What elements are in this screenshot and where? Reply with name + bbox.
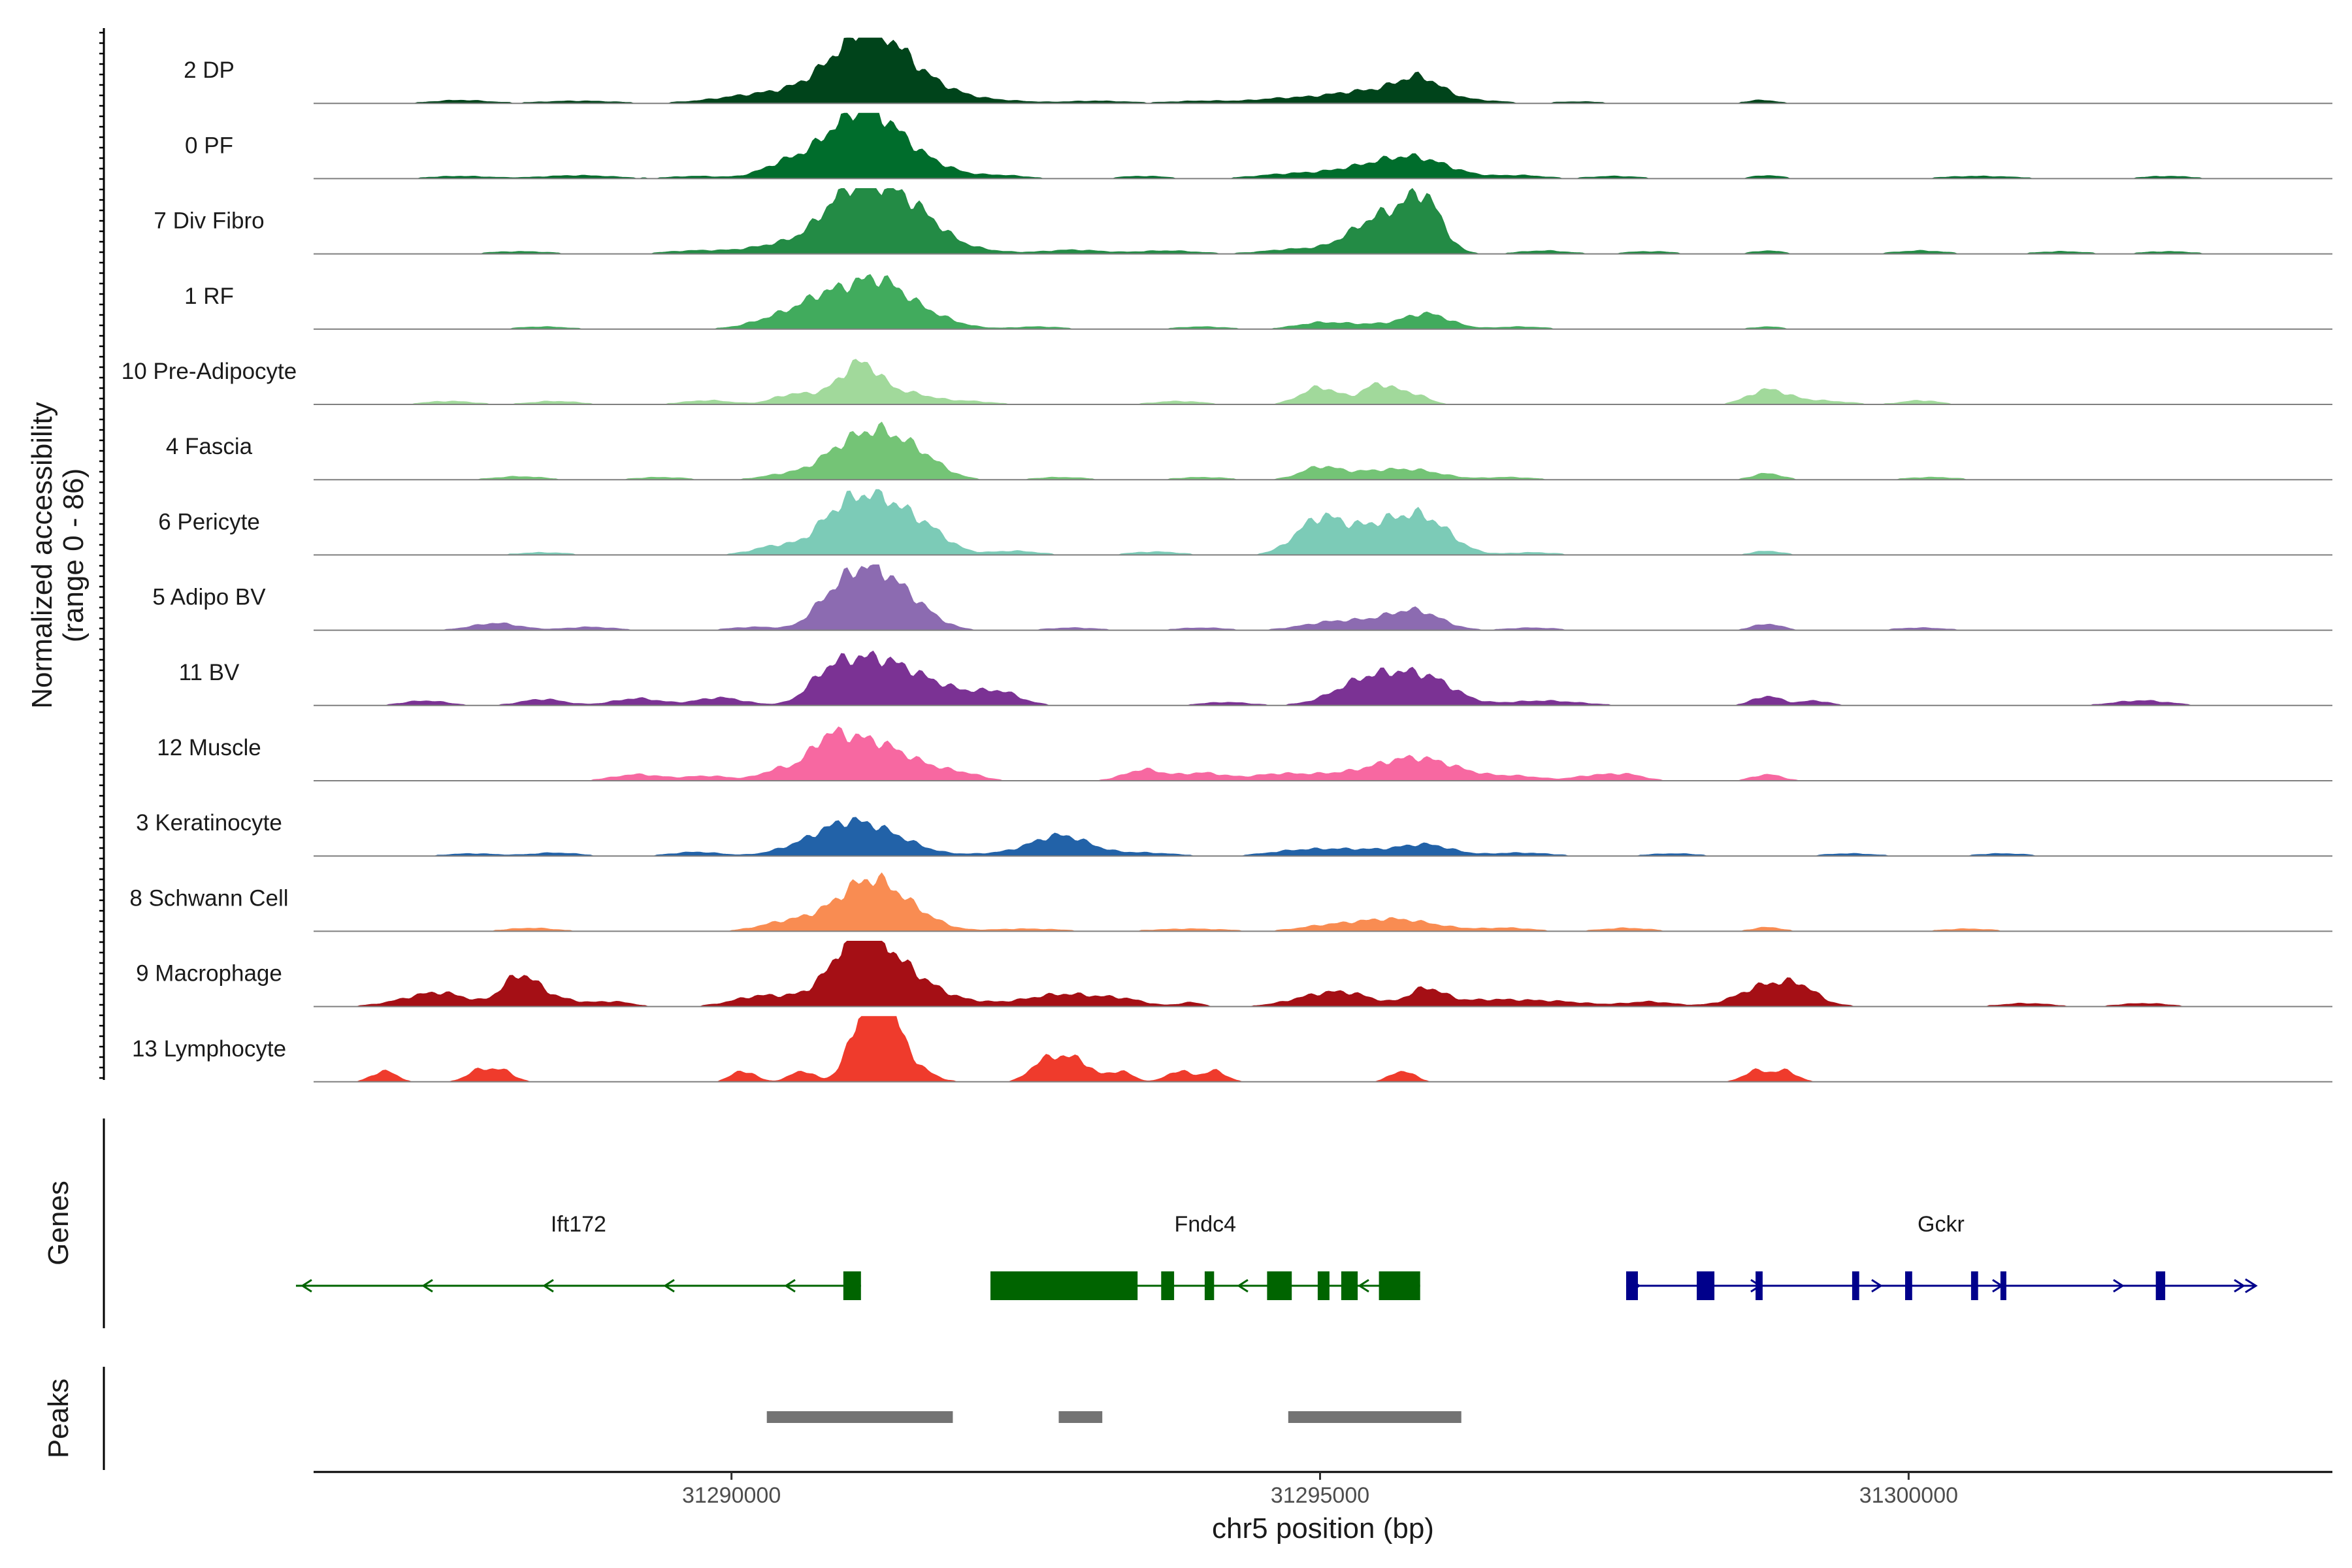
genes-y-axis-label: Genes: [42, 1181, 74, 1266]
coverage-area: [314, 650, 2332, 706]
x-axis: 31290000 31295000 31300000 chr5 position (…: [314, 1471, 2332, 1544]
track-label: 12 Muscle: [157, 735, 261, 760]
coverage-area: [314, 726, 2332, 781]
strand-arrow: [784, 1279, 796, 1293]
exon-block: [1317, 1271, 1330, 1300]
coverage-track: 11 BV: [179, 650, 2332, 706]
coverage-area: [314, 421, 2332, 480]
x-tick-label: 31295000: [1271, 1483, 1369, 1508]
peaks-panel: Peaks: [42, 1367, 1462, 1470]
exon-block: [1267, 1271, 1292, 1300]
coverage-track: 8 Schwann Cell: [129, 872, 2332, 932]
coverage-y-axis-label: Normalized accessibility: [26, 402, 58, 708]
exon-block: [1161, 1271, 1175, 1300]
genes-panel: Genes Ift172 Fndc4 Gckr: [42, 1119, 2258, 1328]
track-label: 5 Adipo BV: [152, 585, 266, 610]
coverage-track: 10 Pre-Adipocyte: [122, 359, 2332, 405]
track-label: 7 Div Fibro: [154, 208, 264, 234]
peaks-y-axis-label: Peaks: [42, 1379, 74, 1458]
coverage-area: [314, 37, 2332, 104]
coverage-track: 7 Div Fibro: [154, 188, 2332, 255]
coverage-area: [314, 1016, 2332, 1083]
exon-block: [1204, 1271, 1215, 1300]
coverage-area: [314, 188, 2332, 255]
coverage-area: [314, 872, 2332, 932]
strand-arrow: [2234, 1279, 2246, 1293]
track-label: 9 Macrophage: [136, 961, 282, 987]
coverage-track: 12 Muscle: [157, 726, 2332, 781]
coverage-track: 4 Fascia: [166, 421, 2332, 481]
exon-block: [1756, 1271, 1763, 1300]
peak-regions: [766, 1411, 1462, 1423]
peak-region: [766, 1411, 953, 1423]
coverage-tracks: 2 DP 0 PF 7 Div Fibro 1 RF 10 Pre-Adipocyte 4…: [122, 37, 2332, 1083]
track-label: 10 Pre-Adipocyte: [122, 359, 297, 384]
track-label: 11 BV: [179, 660, 240, 685]
track-label: 3 Keratinocyte: [136, 810, 282, 836]
coverage-track: 2 DP: [184, 37, 2332, 105]
exon-block: [990, 1271, 1138, 1300]
coverage-area: [314, 564, 2332, 631]
coverage-y-ticks: [99, 31, 104, 1079]
x-axis-label: chr5 position (bp): [1212, 1512, 1434, 1544]
exon-block: [1379, 1271, 1420, 1300]
peak-region: [1288, 1411, 1462, 1423]
peak-region: [1058, 1411, 1103, 1423]
track-label: 2 DP: [184, 57, 235, 83]
coverage-track: 5 Adipo BV: [152, 564, 2332, 631]
exon-block: [843, 1271, 861, 1300]
track-label: 4 Fascia: [166, 434, 253, 459]
coverage-area: [314, 941, 2332, 1007]
coverage-area: [314, 274, 2332, 330]
strand-arrow: [1358, 1279, 1369, 1293]
strand-arrow: [2245, 1278, 2258, 1294]
track-label: 0 PF: [185, 133, 233, 158]
x-tick-label: 31290000: [682, 1483, 781, 1508]
x-axis-ticks: 31290000 31295000 31300000: [682, 1472, 1958, 1508]
strand-arrow: [663, 1279, 675, 1293]
gene-label: Ift172: [551, 1212, 606, 1237]
coverage-area: [314, 112, 2332, 179]
gene-label: Gckr: [1918, 1212, 1965, 1237]
coverage-area: [314, 817, 2332, 857]
coverage-track: 13 Lymphocyte: [132, 1016, 2332, 1083]
exon-block: [1970, 1271, 1978, 1300]
exon-block: [1341, 1271, 1358, 1300]
strand-arrow: [542, 1279, 554, 1293]
gene-model: Fndc4: [990, 1212, 1420, 1300]
strand-arrow: [421, 1279, 433, 1293]
coverage-panel: Normalized accessibility (range 0 - 86) …: [26, 28, 2332, 1083]
x-tick-label: 31300000: [1859, 1483, 1958, 1508]
coverage-track: 0 PF: [185, 112, 2332, 180]
exon-block: [1626, 1271, 1638, 1300]
coverage-area: [314, 489, 2332, 555]
exon-block: [1905, 1271, 1912, 1300]
strand-arrow: [301, 1279, 312, 1293]
gene-label: Fndc4: [1175, 1212, 1237, 1237]
track-label: 6 Pericyte: [158, 509, 260, 534]
coverage-area: [314, 359, 2332, 405]
exon-block: [2000, 1271, 2006, 1300]
coverage-track: 9 Macrophage: [136, 941, 2332, 1007]
exon-block: [1697, 1271, 1715, 1300]
coverage-track: 3 Keratinocyte: [136, 810, 2332, 857]
exon-block: [2155, 1271, 2166, 1300]
coverage-track: 6 Pericyte: [158, 489, 2332, 556]
track-label: 1 RF: [184, 284, 234, 309]
track-label: 8 Schwann Cell: [129, 885, 288, 911]
gene-models: Ift172 Fndc4 Gckr: [295, 1212, 2258, 1300]
strand-arrow: [2113, 1279, 2125, 1293]
track-label: 13 Lymphocyte: [132, 1036, 286, 1062]
coverage-track: 1 RF: [184, 274, 2332, 330]
gene-model: Ift172: [295, 1212, 861, 1300]
gene-model: Gckr: [1625, 1212, 2258, 1300]
coverage-y-axis-range: (range 0 - 86): [57, 468, 90, 643]
strand-arrow: [1871, 1279, 1883, 1293]
exon-block: [1852, 1271, 1859, 1300]
strand-arrow: [1237, 1279, 1249, 1293]
